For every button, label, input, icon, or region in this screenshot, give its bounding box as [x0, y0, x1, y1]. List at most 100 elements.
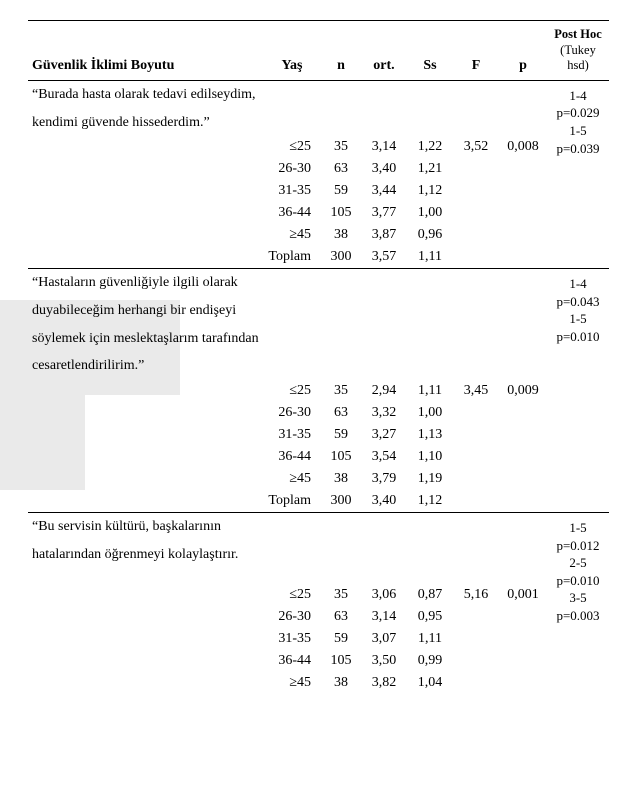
posthoc-cell: 1-4p=0.0431-5p=0.010 [547, 269, 609, 513]
section-title-row: “Burada hasta olarak tedavi edilseydim,1… [28, 80, 609, 108]
empty-cell [263, 109, 321, 137]
dimension-text: “Bu servisin kültürü, başkalarının [28, 513, 263, 541]
posthoc-line: 1-5 [551, 519, 605, 537]
empty-cell [28, 606, 263, 628]
empty-cell [499, 109, 547, 137]
mean-cell: 3,07 [361, 628, 407, 650]
age-cell: 36-44 [263, 202, 321, 224]
sd-cell: 1,11 [407, 246, 453, 269]
n-cell: 105 [321, 650, 361, 672]
empty-cell [499, 269, 547, 297]
empty-cell [499, 325, 547, 353]
hdr-mean: ort. [361, 21, 407, 81]
empty-cell [28, 380, 263, 402]
table-row: ≥45383,821,04 [28, 672, 609, 694]
sd-cell: 0,95 [407, 606, 453, 628]
dimension-text: duyabileceğim herhangi bir endişeyi [28, 297, 263, 325]
table-row: 26-30633,321,00 [28, 402, 609, 424]
table-row: Toplam3003,401,12 [28, 490, 609, 513]
empty-cell [361, 269, 407, 297]
n-cell: 63 [321, 158, 361, 180]
empty-cell [453, 513, 499, 541]
age-cell: Toplam [263, 246, 321, 269]
mean-cell: 3,40 [361, 490, 407, 513]
dimension-text: söylemek için meslektaşlarım tarafından [28, 325, 263, 353]
posthoc-line: p=0.029 [551, 104, 605, 122]
empty-cell [407, 541, 453, 569]
mean-cell: 3,50 [361, 650, 407, 672]
table-row: 36-441053,500,99 [28, 650, 609, 672]
mean-cell: 3,87 [361, 224, 407, 246]
section-title-row: “Bu servisin kültürü, başkalarının1-5p=0… [28, 513, 609, 541]
n-cell: 35 [321, 380, 361, 402]
posthoc-line: p=0.043 [551, 293, 605, 311]
hdr-posthoc-sub: (Tukey hsd) [551, 43, 605, 74]
sd-cell: 1,22 [407, 136, 453, 158]
empty-cell [453, 446, 499, 468]
empty-cell [321, 80, 361, 108]
hdr-f: F [453, 21, 499, 81]
table-row: 31-35593,271,13 [28, 424, 609, 446]
n-cell: 59 [321, 628, 361, 650]
empty-cell [499, 541, 547, 569]
mean-cell: 3,14 [361, 606, 407, 628]
section-title-row: kendimi güvende hissederdim.” [28, 109, 609, 137]
empty-cell [453, 606, 499, 628]
n-cell: 35 [321, 136, 361, 158]
empty-cell [499, 297, 547, 325]
posthoc-line: p=0.010 [551, 572, 605, 590]
table-row: ≥45383,791,19 [28, 468, 609, 490]
age-cell: 36-44 [263, 650, 321, 672]
hdr-p: p [499, 21, 547, 81]
age-cell: 26-30 [263, 606, 321, 628]
n-cell: 105 [321, 446, 361, 468]
age-cell: ≤25 [263, 136, 321, 158]
f-cell: 3,45 [453, 380, 499, 402]
empty-cell [453, 158, 499, 180]
posthoc-line: p=0.010 [551, 328, 605, 346]
empty-cell [407, 297, 453, 325]
mean-cell: 2,94 [361, 380, 407, 402]
age-cell: ≥45 [263, 672, 321, 694]
posthoc-line: p=0.003 [551, 607, 605, 625]
empty-cell [453, 541, 499, 569]
age-cell: 31-35 [263, 628, 321, 650]
empty-cell [453, 352, 499, 380]
hdr-n: n [321, 21, 361, 81]
age-cell: ≥45 [263, 224, 321, 246]
empty-cell [321, 541, 361, 569]
empty-cell [407, 80, 453, 108]
posthoc-line: 1-4 [551, 87, 605, 105]
hdr-sd: Ss [407, 21, 453, 81]
empty-cell [499, 402, 547, 424]
sd-cell: 1,11 [407, 380, 453, 402]
empty-cell [28, 224, 263, 246]
age-cell: ≤25 [263, 380, 321, 402]
empty-cell [28, 158, 263, 180]
empty-cell [321, 513, 361, 541]
empty-cell [28, 490, 263, 513]
empty-cell [453, 568, 499, 584]
section-title-row: cesaretlendirilirim.” [28, 352, 609, 380]
empty-cell [361, 80, 407, 108]
header-row: Güvenlik İklimi Boyutu Yaş n ort. Ss F p… [28, 21, 609, 81]
empty-cell [361, 513, 407, 541]
empty-cell [263, 352, 321, 380]
empty-cell [321, 109, 361, 137]
hdr-age: Yaş [263, 21, 321, 81]
posthoc-line: 1-4 [551, 275, 605, 293]
f-cell: 3,52 [453, 136, 499, 158]
mean-cell: 3,57 [361, 246, 407, 269]
mean-cell: 3,82 [361, 672, 407, 694]
sd-cell: 1,04 [407, 672, 453, 694]
empty-cell [499, 490, 547, 513]
age-cell: ≤25 [263, 584, 321, 606]
empty-cell [453, 246, 499, 269]
posthoc-line: 2-5 [551, 554, 605, 572]
empty-cell [361, 297, 407, 325]
mean-cell: 3,40 [361, 158, 407, 180]
hdr-posthoc: Post Hoc (Tukey hsd) [547, 21, 609, 81]
sd-cell: 1,00 [407, 402, 453, 424]
mean-cell: 3,32 [361, 402, 407, 424]
posthoc-line: p=0.012 [551, 537, 605, 555]
